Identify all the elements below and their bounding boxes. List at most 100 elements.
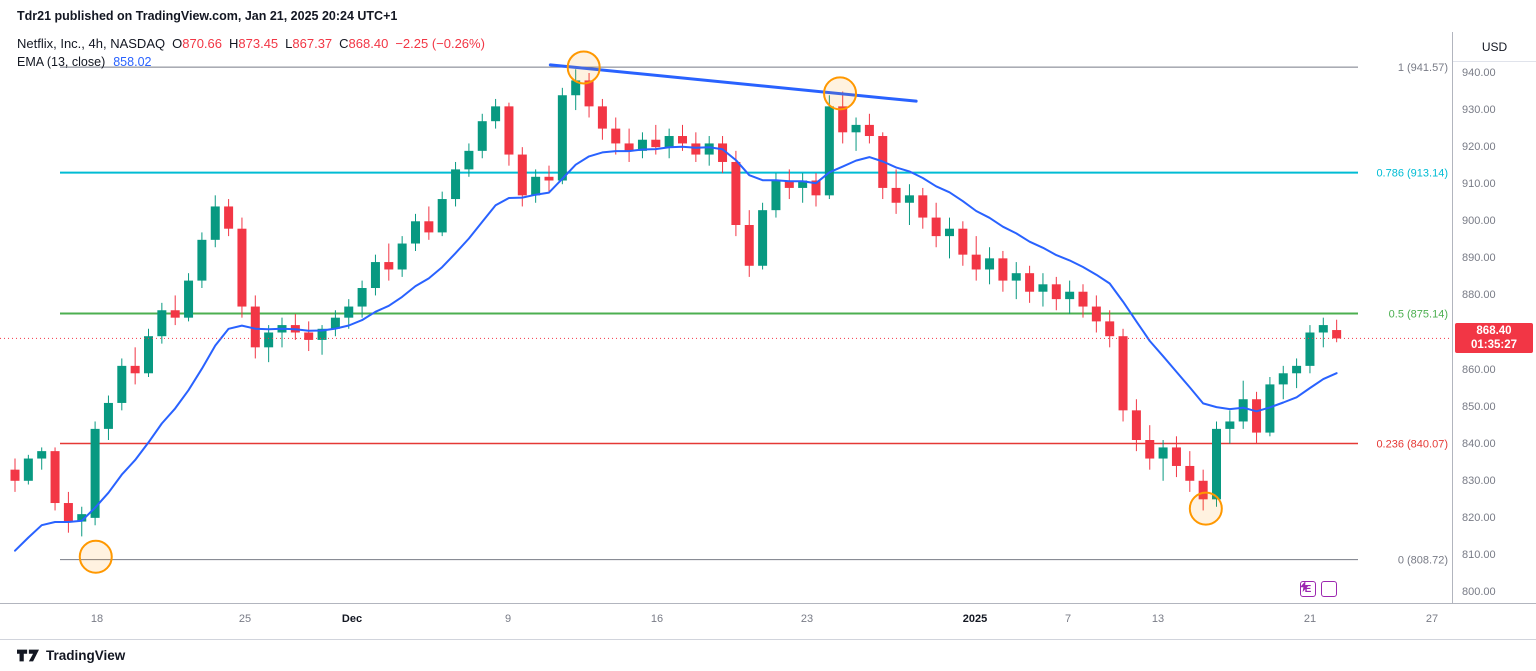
time-axis[interactable]: 18 25 Dec 9 16 23 2025 7 13 21 27 [0,603,1536,639]
candle-body [1332,330,1342,339]
candle-body [411,221,420,244]
candle-body [464,150,474,170]
candle-body [1318,325,1328,333]
price-axis-label: 940.00 [1462,67,1496,79]
price-axis-label: 840.00 [1462,437,1496,450]
candle-body [37,451,47,459]
candle-body [798,180,808,188]
candle-body [838,106,848,133]
price-axis-label: 910.00 [1462,178,1496,191]
lightning-bolt-icon [1300,581,1309,592]
candle-body [891,187,901,203]
candle-body [1091,306,1101,322]
candle-body [971,254,981,270]
candle-body [597,106,607,129]
price-axis-label: 880.00 [1462,289,1496,302]
candle-body [1038,284,1048,292]
chart-legend: Netflix, Inc., 4h, NASDAQ O870.66 H873.4… [17,35,485,71]
candle-body [210,206,220,240]
price-axis-label: 930.00 [1462,104,1496,117]
price-axis-label: 890.00 [1462,252,1496,265]
candle-body [718,143,728,162]
candle-body [50,451,60,504]
candle-body [384,262,394,270]
last-price-badge: 868.40 01:35:27 [1455,323,1533,354]
candle-body [1051,284,1061,300]
candles-layer [10,69,1342,537]
fib-label: 0 (808.72) [1398,555,1448,567]
candle-body [504,106,514,155]
event-markers: E [1300,581,1337,597]
time-axis-label: Dec [341,613,363,625]
candle-body [1198,480,1208,500]
candle-body [477,121,487,151]
tradingview-wordmark[interactable]: TradingView [46,648,126,663]
candle-body [1252,399,1262,433]
time-axis-label: 27 [1425,613,1439,625]
candle-body [237,228,247,307]
trendline[interactable] [548,63,918,103]
candle-body [397,243,407,270]
candle-body [864,124,874,137]
time-axis-label: 9 [504,613,512,625]
price-axis-label: 850.00 [1462,400,1496,413]
candle-body [103,402,113,429]
candlestick-chart[interactable]: 1 (941.57) 0.786 (913.14) 0.5 (875.14) 0.23… [0,32,1452,603]
candle-body [611,128,621,144]
price-axis-label: 860.00 [1462,363,1496,376]
candle-body [784,180,794,188]
candle-body [624,143,634,151]
candle-body [77,514,87,522]
symbol-title[interactable]: Netflix, Inc., 4h, NASDAQ [17,36,166,51]
candle-body [998,258,1008,281]
ema-line[interactable] [14,145,1338,552]
price-axis-label: 820.00 [1462,511,1496,524]
time-axis-label: 25 [238,613,252,625]
candle-body [678,136,687,144]
candle-body [851,124,861,133]
highlight-circle[interactable] [78,539,113,574]
candle-body [224,206,234,229]
ema-indicator-title[interactable]: EMA (13, close) [17,55,106,69]
candle-body [958,228,968,255]
highlight-circle[interactable] [823,76,858,111]
candle-body [584,80,594,107]
highlight-circle[interactable] [566,50,601,85]
fib-label: 0.786 (913.14) [1376,168,1448,180]
candle-body [23,458,33,481]
candle-body [250,306,260,348]
price-axis-label: 900.00 [1462,215,1496,228]
fib-label: 1 (941.57) [1398,62,1448,74]
candle-body [1158,447,1168,459]
candle-body [531,176,541,196]
price-axis[interactable]: USD 940.00 930.00 920.00 910.00 900.00 890.00… [1452,32,1536,603]
time-axis-label: 21 [1303,613,1317,625]
highlight-circle[interactable] [1188,491,1223,526]
tradingview-logo-icon[interactable] [17,649,39,662]
low-value: L867.37 [285,36,333,51]
candle-body [985,258,995,270]
candle-body [117,365,127,403]
flash-event-icon[interactable] [1300,581,1337,597]
candle-body [451,169,461,200]
time-axis-label: 13 [1151,613,1165,625]
currency-toggle[interactable]: USD [1453,32,1536,62]
candle-body [1185,465,1195,481]
candle-body [517,154,527,196]
fib-retracement[interactable]: 1 (941.57) 0.786 (913.14) 0.5 (875.14) 0.23… [60,62,1448,567]
candle-body [1278,373,1288,385]
last-price-value: 868.40 [1476,325,1512,338]
time-axis-label: 2025 [962,613,988,625]
chart-pane[interactable]: 1 (941.57) 0.786 (913.14) 0.5 (875.14) 0.23… [0,32,1452,603]
candle-body [63,503,73,522]
candle-body [144,336,153,374]
publish-info-bar: Tdr21 published on TradingView.com, Jan … [0,0,1536,32]
candle-body [664,136,674,148]
candle-body [1025,273,1035,292]
time-axis-label: 18 [90,613,104,625]
candle-body [1292,365,1302,374]
fib-label: 0.236 (840.07) [1376,438,1448,450]
candle-body [1171,447,1181,466]
candle-body [304,332,314,340]
price-axis-label: 810.00 [1462,548,1496,561]
